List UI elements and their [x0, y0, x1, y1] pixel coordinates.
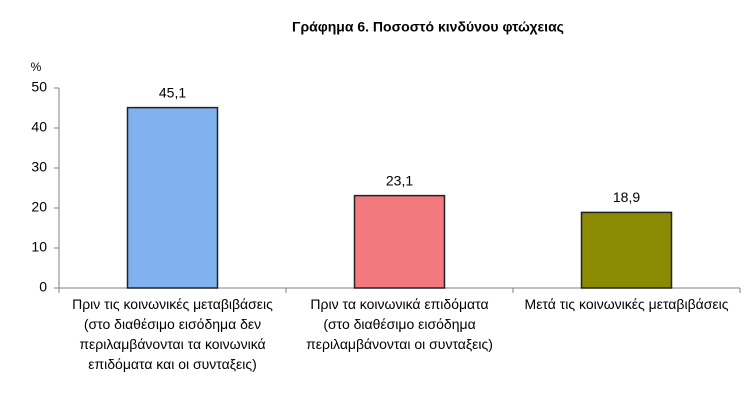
- x-tick-label: Μετά τις κοινωνικές μεταβιβάσεις: [524, 296, 729, 312]
- y-tick-label: 50: [31, 79, 47, 95]
- y-tick-label: 10: [31, 239, 47, 255]
- x-tick-label: Πριν τις κοινωνικές μεταβιβάσεις (στο δι…: [72, 296, 273, 372]
- chart-title: Γράφημα 6. Ποσοστό κινδύνου φτώχειας: [292, 19, 564, 35]
- bar: [126, 106, 219, 289]
- y-tick-label: 0: [39, 279, 47, 295]
- y-axis-label: %: [31, 60, 42, 74]
- bar: [353, 194, 446, 289]
- data-label: 23,1: [386, 172, 413, 188]
- data-label: 18,9: [613, 189, 640, 205]
- y-tick-label: 40: [31, 119, 47, 135]
- y-tick-label: 20: [31, 199, 47, 215]
- data-label: 45,1: [159, 84, 186, 100]
- x-tick-label: Πριν τα κοινωνικά επιδόματα (στο διαθέσι…: [306, 296, 493, 352]
- y-tick-label: 30: [31, 159, 47, 175]
- bar: [580, 211, 673, 289]
